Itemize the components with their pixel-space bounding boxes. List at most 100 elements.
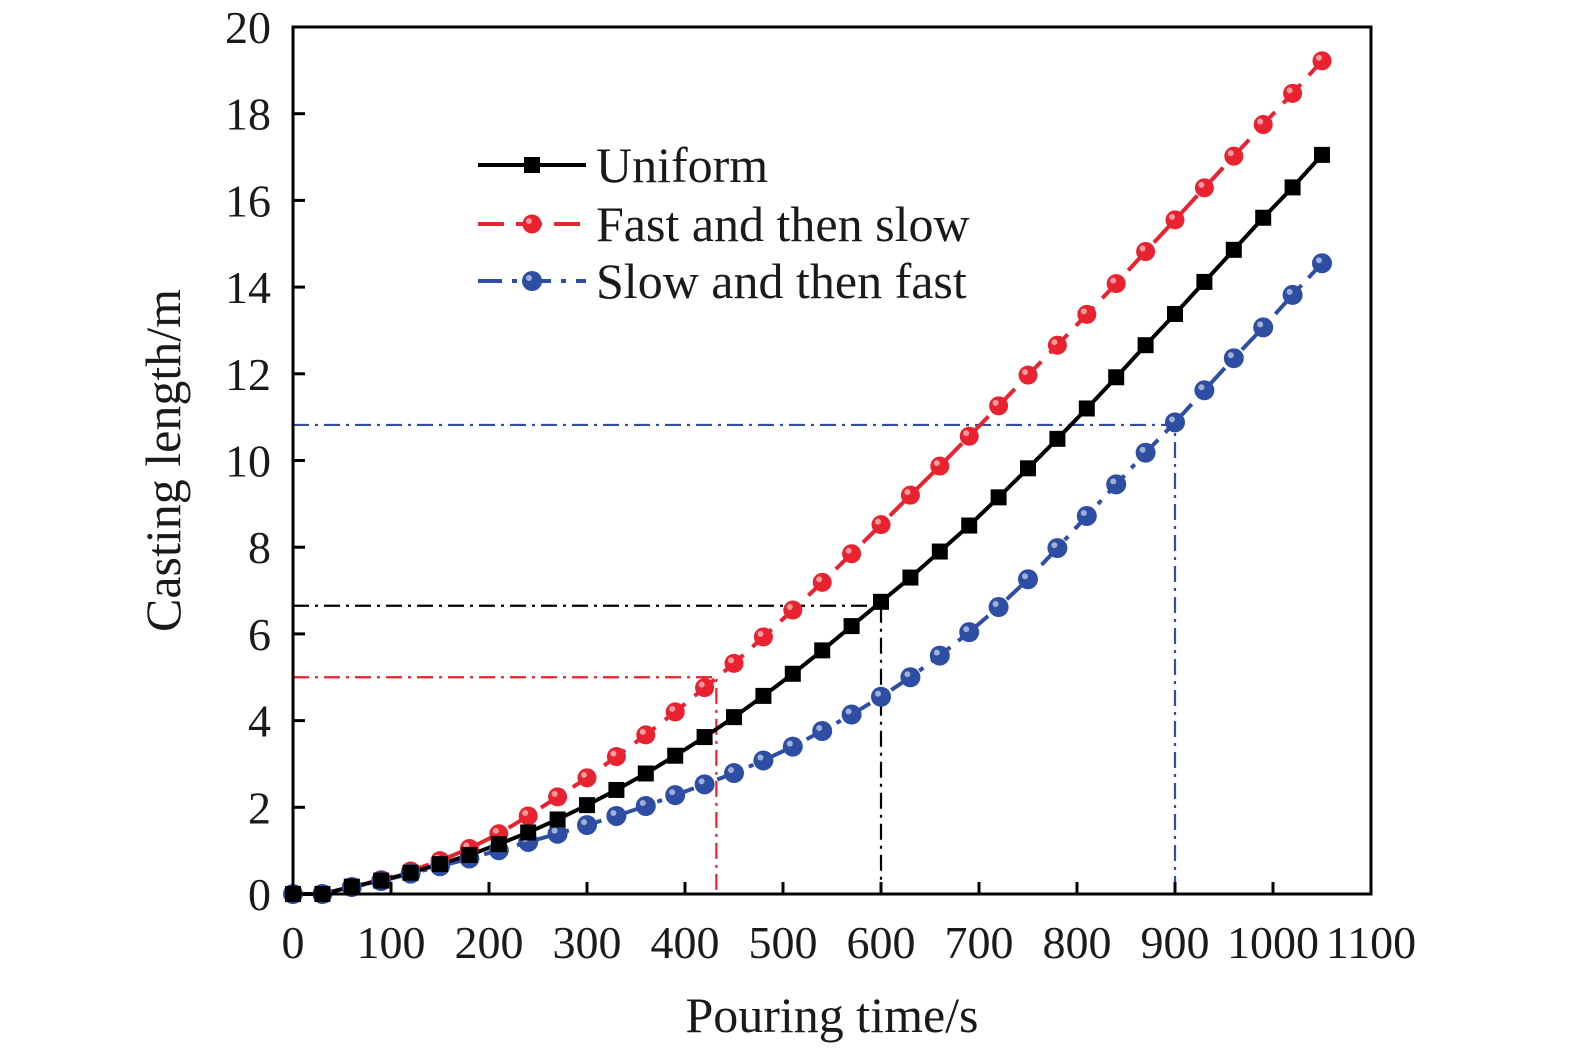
data-point-series-3-highlight (992, 601, 999, 608)
y-tick-label: 6 (248, 609, 271, 660)
data-point-series-3 (1223, 348, 1244, 369)
data-point-series-3 (900, 667, 921, 688)
data-point-series-1 (961, 517, 978, 534)
data-point-series-2 (724, 653, 744, 673)
data-point-series-2 (1165, 210, 1185, 230)
data-point-series-2-highlight (992, 399, 999, 406)
data-point-series-2 (1224, 146, 1244, 166)
legend-swatch-marker-highlight (526, 275, 532, 281)
x-tick-label: 1100 (1326, 917, 1416, 968)
x-tick-label: 600 (847, 917, 916, 968)
data-point-series-2-highlight (1316, 54, 1322, 61)
data-point-series-3 (665, 785, 686, 806)
data-point-series-2 (930, 456, 950, 476)
data-point-series-3 (606, 805, 627, 826)
x-tick-label: 0 (282, 917, 305, 968)
y-tick-label: 0 (248, 869, 271, 920)
data-point-series-3 (1194, 380, 1215, 401)
data-point-series-2 (989, 396, 1009, 416)
data-point-series-1 (1314, 146, 1330, 163)
plot-area-frame (291, 25, 1373, 896)
data-point-series-3-highlight (757, 754, 764, 761)
x-tick-label: 300 (553, 917, 622, 968)
series-markers (283, 51, 1332, 904)
y-tick-label: 14 (225, 262, 271, 313)
data-point-series-2-highlight (728, 657, 734, 664)
data-point-series-1 (1196, 273, 1213, 290)
data-point-series-1 (1167, 305, 1183, 322)
data-point-series-3-highlight (786, 740, 793, 747)
data-point-series-3-highlight (610, 809, 617, 816)
data-point-series-2-highlight (816, 576, 823, 583)
data-point-series-2-highlight (1257, 118, 1264, 125)
data-point-series-2 (1047, 335, 1067, 355)
y-tick-label: 10 (225, 436, 271, 487)
data-point-series-3 (1135, 442, 1156, 463)
data-point-series-3-highlight (816, 725, 823, 732)
data-point-series-2 (1312, 51, 1332, 71)
data-point-series-3-highlight (1198, 384, 1205, 391)
data-point-series-2-highlight (1139, 245, 1146, 252)
x-tick-label: 1000 (1227, 917, 1319, 968)
data-point-series-3 (1282, 284, 1303, 305)
series-lines (293, 59, 1324, 896)
data-point-series-2-highlight (581, 771, 587, 778)
data-point-series-3 (1047, 538, 1068, 559)
data-point-series-1 (1255, 209, 1272, 226)
legend-label: Fast and then slow (596, 196, 970, 252)
x-tick-label: 500 (749, 917, 818, 968)
data-point-series-3 (988, 597, 1009, 618)
data-point-series-3 (841, 704, 862, 725)
legend-swatch-marker (522, 271, 542, 291)
data-point-series-3-highlight (1051, 542, 1058, 549)
data-point-series-2 (636, 725, 656, 745)
data-point-series-1 (637, 765, 654, 782)
data-point-series-1 (726, 709, 742, 726)
data-point-series-2 (1136, 242, 1156, 262)
data-point-series-1 (520, 824, 537, 841)
data-point-series-3-highlight (904, 671, 911, 678)
data-point-series-1 (490, 836, 507, 853)
data-point-series-3 (724, 763, 744, 784)
x-axis-ticks: 0 100 200 300 400 500 600 700 800 900 1000 1100 (282, 882, 1416, 968)
data-point-series-1 (755, 687, 772, 704)
data-point-series-3 (871, 686, 891, 707)
data-point-series-3-highlight (1257, 321, 1264, 328)
series-line-3 (293, 261, 1324, 896)
data-point-series-1 (1284, 179, 1301, 196)
data-point-series-1 (1078, 400, 1095, 417)
data-point-series-2-highlight (698, 681, 705, 688)
data-point-series-2 (753, 627, 773, 647)
data-point-series-3-highlight (581, 819, 587, 826)
data-point-series-3-highlight (639, 799, 646, 806)
data-point-series-3 (1076, 505, 1097, 526)
x-tick-label: 700 (945, 917, 1014, 968)
data-point-series-1 (667, 747, 684, 764)
data-point-series-2-highlight (1080, 308, 1087, 315)
data-point-series-3-highlight (698, 778, 705, 785)
data-point-series-3 (812, 721, 833, 742)
y-tick-label: 12 (225, 349, 271, 400)
data-point-series-2-highlight (1051, 339, 1058, 346)
data-point-series-3 (1253, 317, 1274, 338)
data-point-series-2 (1077, 304, 1097, 324)
legend-swatch-marker-highlight (526, 218, 532, 224)
y-tick-label: 18 (225, 89, 271, 140)
data-point-series-2 (1253, 115, 1273, 135)
data-point-series-3-highlight (551, 827, 558, 834)
data-point-series-3-highlight (1169, 416, 1175, 423)
legend-label: Uniform (596, 137, 768, 193)
x-tick-label: 200 (455, 917, 524, 968)
data-point-series-1 (608, 781, 625, 798)
series-line-2 (293, 59, 1324, 896)
reference-line-1 (293, 676, 718, 894)
data-point-series-3-highlight (1227, 352, 1234, 359)
data-point-series-1 (990, 489, 1007, 506)
data-point-series-3 (753, 750, 774, 771)
data-point-series-2-highlight (669, 705, 676, 712)
data-point-series-1 (784, 665, 801, 682)
data-point-series-3 (1106, 474, 1127, 495)
data-point-series-2 (959, 426, 979, 446)
data-point-series-2-highlight (1286, 87, 1293, 94)
data-point-series-2-highlight (463, 842, 470, 849)
